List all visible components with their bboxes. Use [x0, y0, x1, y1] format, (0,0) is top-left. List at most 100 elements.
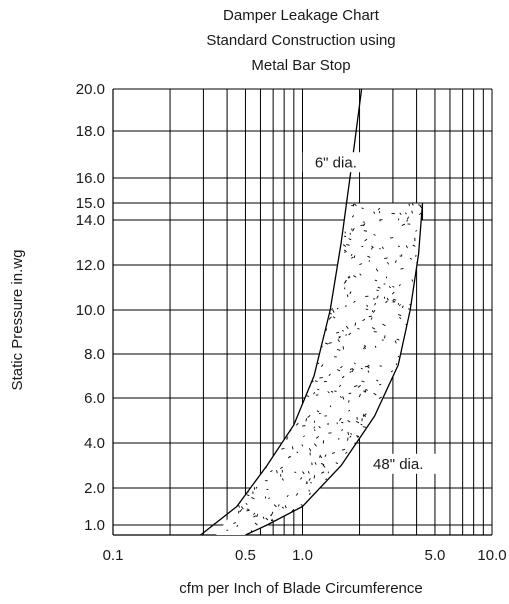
stipple-mark: [230, 469, 234, 472]
stipple-mark: [239, 454, 243, 458]
stipple-mark: [230, 256, 234, 258]
stipple-mark: [326, 482, 330, 486]
stipple-mark: [353, 362, 356, 365]
stipple-mark: [265, 365, 268, 368]
stipple-mark: [418, 212, 422, 215]
stipple-mark: [405, 245, 408, 249]
stipple-mark: [248, 252, 251, 255]
stipple-mark: [411, 362, 415, 365]
stipple-mark: [261, 311, 264, 314]
stipple-mark: [371, 443, 374, 447]
stipple-mark: [385, 300, 388, 304]
stipple-mark: [223, 389, 226, 392]
stipple-mark: [331, 452, 336, 454]
stipple-mark: [280, 466, 283, 469]
stipple-mark: [401, 435, 404, 438]
stipple-mark: [288, 377, 292, 381]
stipple-mark: [301, 444, 303, 447]
stipple-mark: [309, 510, 312, 513]
stipple-mark: [418, 374, 420, 377]
stipple-mark: [363, 346, 367, 350]
stipple-mark: [386, 430, 389, 434]
x-tick-label: 1.0: [292, 547, 313, 564]
stipple-mark: [353, 300, 356, 303]
stipple-mark: [331, 308, 333, 311]
stipple-mark: [408, 203, 410, 206]
stipple-mark: [330, 279, 333, 282]
stipple-mark: [288, 318, 293, 321]
stipple-mark: [407, 216, 410, 220]
stipple-mark: [373, 392, 377, 396]
stipple-mark: [288, 387, 292, 389]
stipple-mark: [232, 332, 235, 335]
stipple-mark: [363, 414, 366, 418]
stipple-mark: [386, 450, 389, 454]
stipple-mark: [238, 505, 240, 508]
x-tick-label: 0.1: [103, 547, 124, 564]
stipple-mark: [325, 296, 329, 300]
stipple-mark: [393, 496, 396, 499]
stipple-mark: [411, 502, 414, 506]
stipple-mark: [350, 521, 353, 524]
stipple-mark: [252, 259, 254, 262]
stipple-mark: [326, 315, 329, 318]
stipple-mark: [409, 257, 412, 260]
stipple-mark: [222, 497, 226, 499]
y-tick-label: 14.0: [76, 212, 105, 229]
stipple-mark: [329, 242, 333, 245]
stipple-mark: [321, 471, 325, 474]
stipple-mark: [374, 345, 377, 348]
stipple-mark: [276, 236, 279, 239]
stipple-mark: [216, 307, 217, 310]
stipple-mark: [330, 210, 333, 214]
stipple-mark: [246, 494, 250, 497]
region-fill: [216, 203, 423, 535]
stipple-mark: [223, 228, 226, 232]
stipple-mark: [319, 224, 322, 226]
stipple-mark: [339, 396, 342, 398]
stipple-mark: [412, 244, 416, 247]
stipple-mark: [413, 434, 417, 438]
stipple-mark: [291, 446, 294, 450]
stipple-mark: [322, 464, 326, 468]
stipple-mark: [386, 488, 388, 490]
stipple-mark: [357, 327, 360, 330]
stipple-mark: [233, 451, 237, 454]
stipple-mark: [216, 401, 218, 404]
stipple-mark: [344, 251, 347, 253]
stipple-mark: [313, 443, 317, 447]
stipple-mark: [345, 451, 348, 454]
stipple-mark: [332, 266, 336, 270]
stipple-mark: [409, 430, 413, 434]
y-tick-label: 20.0: [76, 81, 105, 98]
stipple-mark: [303, 362, 307, 365]
stipple-mark: [264, 383, 267, 386]
stipple-mark: [385, 529, 388, 532]
stipple-mark: [222, 482, 226, 486]
stipple-mark: [394, 340, 397, 344]
stipple-mark: [250, 336, 253, 339]
stipple-mark: [336, 369, 341, 372]
stipple-mark: [357, 385, 361, 388]
stipple-mark: [349, 371, 352, 373]
stipple-mark: [261, 390, 264, 393]
stipple-mark: [393, 391, 396, 394]
stipple-mark: [275, 330, 279, 333]
stipple-mark: [376, 295, 379, 299]
stipple-mark: [219, 226, 224, 229]
stipple-mark: [400, 268, 404, 270]
stipple-mark: [297, 348, 301, 351]
stipple-mark: [255, 486, 258, 489]
stipple-mark: [251, 297, 255, 300]
stipple-mark: [262, 516, 265, 519]
stipple-mark: [276, 373, 279, 377]
stipple-mark: [311, 230, 315, 232]
stipple-mark: [351, 368, 355, 371]
stipple-mark: [315, 503, 318, 505]
stipple-mark: [399, 212, 402, 215]
stipple-mark: [238, 258, 242, 261]
stipple-mark: [368, 260, 371, 262]
stipple-mark: [325, 478, 328, 481]
stipple-mark: [398, 284, 401, 287]
annotation-bg: [360, 453, 436, 474]
